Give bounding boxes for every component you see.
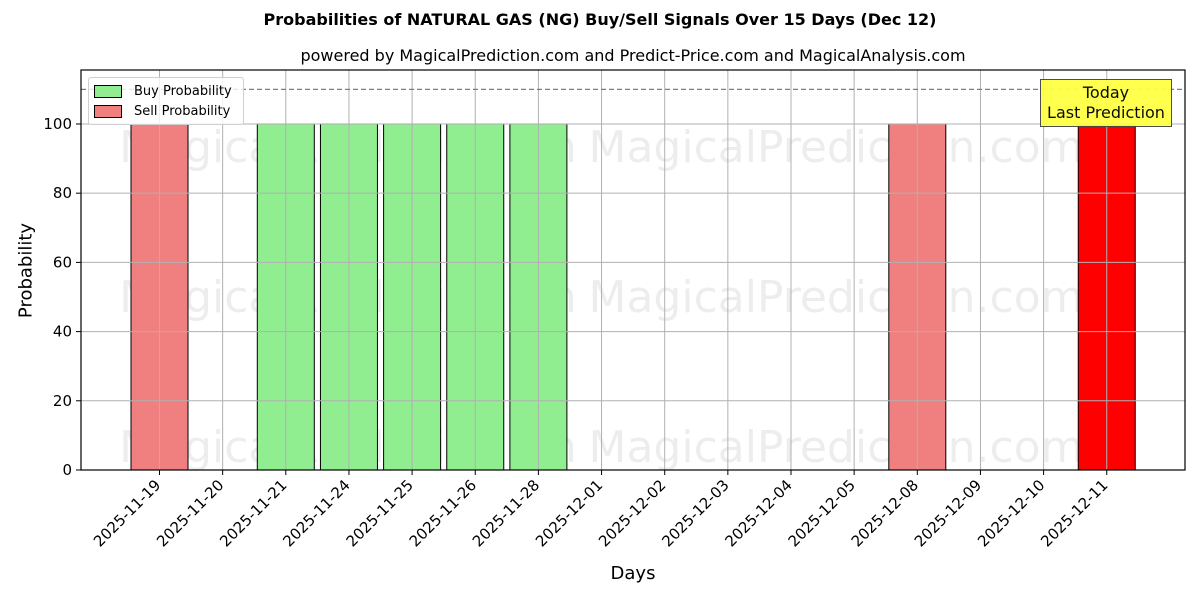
buy-swatch <box>94 84 122 98</box>
y-tick-label: 80 <box>53 184 72 202</box>
x-tick-label: 2025-12-02 <box>595 476 669 550</box>
watermark: MagicalPrediction.com <box>589 422 1084 473</box>
annotation-line2: Last Prediction <box>1047 103 1165 122</box>
y-tick-label: 100 <box>43 115 72 133</box>
sell-swatch <box>94 104 122 118</box>
x-tick-label: 2025-12-09 <box>911 476 985 550</box>
legend-item-sell: Sell Probability <box>94 103 230 119</box>
x-tick-label: 2025-11-25 <box>343 476 417 550</box>
x-tick-label: 2025-12-04 <box>721 476 795 550</box>
x-tick-label: 2025-12-11 <box>1037 476 1111 550</box>
legend-sell-label: Sell Probability <box>134 103 231 119</box>
x-axis-label: Days <box>610 563 656 584</box>
x-tick-label: 2025-11-24 <box>279 476 353 550</box>
plot-frame <box>80 69 1186 471</box>
x-tick-label: 2025-11-19 <box>90 476 164 550</box>
legend-item-buy: Buy Probability <box>94 83 232 99</box>
y-tick-label: 60 <box>53 253 72 271</box>
x-tick-label: 2025-12-10 <box>974 476 1048 550</box>
y-tick-label: 40 <box>53 323 72 341</box>
y-tick-label: 20 <box>53 392 72 410</box>
y-tick-label: 0 <box>62 461 72 479</box>
x-tick-label: 2025-11-21 <box>216 476 290 550</box>
x-tick-label: 2025-12-08 <box>848 476 922 550</box>
x-tick-label: 2025-11-20 <box>153 476 227 550</box>
annotation-line1: Today <box>1082 83 1130 102</box>
x-tick-label: 2025-11-26 <box>406 476 480 550</box>
x-tick-label: 2025-12-05 <box>785 476 859 550</box>
x-tick-label: 2025-12-03 <box>658 476 732 550</box>
legend-buy-label: Buy Probability <box>134 83 232 99</box>
watermark: MagicalPrediction.com <box>589 122 1084 173</box>
x-tick-label: 2025-11-28 <box>469 476 543 550</box>
watermark: MagicalPrediction.com <box>589 272 1084 323</box>
today-annotation: Today Last Prediction <box>1040 79 1172 127</box>
legend: Buy Probability Sell Probability <box>88 77 244 125</box>
y-axis-label: Probability <box>15 222 37 319</box>
chart-subtitle: powered by MagicalPrediction.com and Pre… <box>300 46 966 65</box>
chart-title: Probabilities of NATURAL GAS (NG) Buy/Se… <box>263 10 937 29</box>
x-tick-label: 2025-12-01 <box>532 476 606 550</box>
